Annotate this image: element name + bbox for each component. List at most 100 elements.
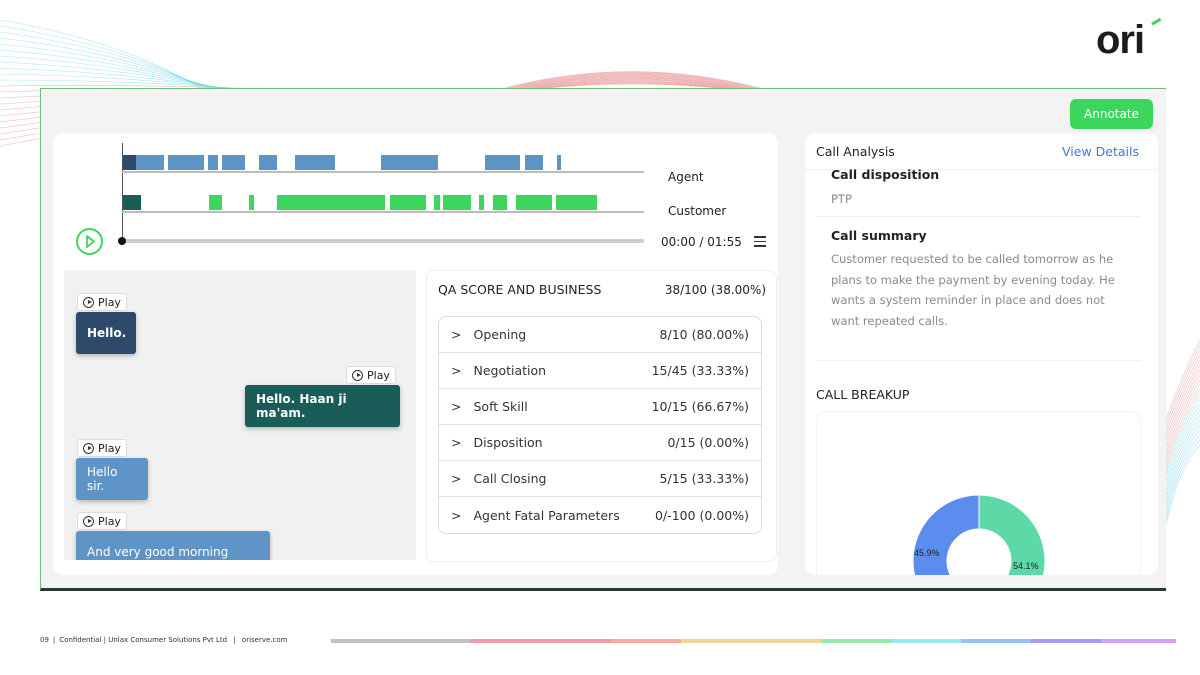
color-bar-segment [961, 639, 1031, 643]
decorative-line [1165, 399, 1200, 481]
play-icon [83, 442, 94, 454]
decorative-line [1165, 389, 1200, 471]
play-button[interactable]: Play [77, 293, 127, 311]
decorative-line [1165, 394, 1200, 476]
color-bar-segment [1031, 639, 1101, 643]
play-button[interactable]: Play [77, 439, 127, 457]
message-bubble-agent: And very good morning [76, 531, 270, 560]
agent-segment[interactable] [295, 155, 335, 170]
customer-segment[interactable] [249, 195, 254, 210]
decorative-line [516, 74, 749, 89]
decorative-line [1165, 439, 1200, 521]
decorative-line [532, 79, 733, 89]
agent-segment[interactable] [381, 155, 438, 170]
customer-segment[interactable] [277, 195, 385, 210]
call-breakup-chart-box: 45.9% 54.1% [816, 411, 1141, 575]
agent-segment[interactable] [259, 155, 277, 170]
color-bar-segment [681, 639, 821, 643]
decorative-line [0, 61, 222, 89]
decorative-line [506, 71, 759, 89]
qa-title: QA SCORE AND BUSINESS [438, 282, 602, 297]
donut-slice[interactable] [962, 494, 1046, 575]
decorative-line [0, 85, 234, 89]
agent-segment[interactable] [168, 155, 204, 170]
donut-label: 45.9% [914, 548, 940, 558]
decorative-line [510, 73, 755, 89]
decorative-line [1165, 339, 1200, 421]
agent-segment[interactable] [208, 155, 218, 170]
customer-segment[interactable] [209, 195, 222, 210]
decorative-line [1165, 434, 1200, 516]
qa-row[interactable]: > Negotiation 15/45 (33.33%) [439, 353, 761, 389]
qa-row-label: Soft Skill [473, 399, 528, 414]
play-button[interactable]: Play [77, 512, 127, 530]
agent-segment[interactable] [136, 155, 164, 170]
agent-segment[interactable] [557, 155, 561, 170]
qa-list: > Opening 8/10 (80.00%) > Negotiation 15/45 (… [438, 316, 762, 534]
qa-row[interactable]: > Soft Skill 10/15 (66.67%) [439, 389, 761, 425]
view-details-link[interactable]: View Details [1062, 144, 1139, 159]
chevron-right-icon: > [451, 399, 462, 414]
decorative-line [0, 79, 231, 89]
decorative-line [0, 43, 213, 89]
agent-segment[interactable] [525, 155, 543, 170]
play-icon [83, 296, 94, 308]
agent-label: Agent [668, 170, 704, 184]
call-disposition-value: PTP [831, 192, 852, 206]
ori-logo: ori [1096, 18, 1145, 62]
decorative-line [528, 78, 737, 89]
decorative-line [1165, 424, 1200, 506]
decorative-line [546, 83, 719, 89]
donut-slice[interactable] [912, 494, 980, 575]
agent-segment[interactable] [485, 155, 520, 170]
decorative-line [1165, 359, 1200, 441]
call-breakup-title: CALL BREAKUP [816, 387, 910, 402]
qa-row[interactable]: > Disposition 0/15 (0.00%) [439, 425, 761, 461]
footer-text: Confidential | Unlax Consumer Solutions … [59, 636, 228, 644]
customer-segment[interactable] [434, 195, 440, 210]
decorative-line [542, 82, 723, 89]
customer-segment[interactable] [443, 195, 471, 210]
call-disposition-label: Call disposition [831, 167, 940, 182]
agent-segment[interactable] [123, 155, 136, 170]
call-breakup-donut: 45.9% 54.1% [912, 494, 1046, 575]
color-bar-segment [891, 639, 961, 643]
customer-label: Customer [668, 204, 727, 218]
customer-segment[interactable] [516, 195, 552, 210]
decorative-line [1165, 444, 1200, 526]
decorative-line [1165, 379, 1200, 461]
play-button[interactable]: Play [346, 366, 396, 384]
hamburger-menu-icon[interactable] [754, 236, 766, 247]
play-circle-icon[interactable] [76, 228, 103, 255]
color-bar-segment [331, 639, 471, 643]
customer-segment[interactable] [123, 195, 141, 210]
decorative-line [1165, 349, 1200, 431]
decorative-line [1165, 429, 1200, 511]
customer-segment[interactable] [493, 195, 507, 210]
progress-slider[interactable] [122, 239, 644, 243]
decorative-line [508, 72, 757, 89]
decorative-line [538, 81, 727, 89]
annotate-button[interactable]: Annotate [1070, 99, 1153, 129]
qa-row-score: 8/10 (80.00%) [659, 327, 749, 342]
transcript-panel[interactable]: Play Hello. Play Hello. Haan ji ma'am. P… [64, 270, 416, 560]
qa-row-score: 5/15 (33.33%) [659, 471, 749, 486]
customer-segment[interactable] [390, 195, 426, 210]
progress-handle[interactable] [118, 237, 126, 245]
customer-segment[interactable] [556, 195, 597, 210]
decorative-line [0, 25, 204, 89]
customer-segment[interactable] [479, 195, 484, 210]
agent-segment[interactable] [222, 155, 245, 170]
decorative-line [514, 74, 751, 89]
color-bar-segment [611, 639, 681, 643]
qa-row[interactable]: > Agent Fatal Parameters 0/-100 (0.00%) [439, 497, 761, 533]
footer-color-bar [331, 639, 1176, 643]
decorative-line [1165, 354, 1200, 436]
decorative-line [1165, 404, 1200, 486]
qa-row[interactable]: > Call Closing 5/15 (33.33%) [439, 461, 761, 497]
decorative-line [0, 67, 225, 89]
qa-row[interactable]: > Opening 8/10 (80.00%) [439, 317, 761, 353]
decorative-line [1165, 409, 1200, 491]
footer-site: oriserve.com [241, 636, 288, 644]
